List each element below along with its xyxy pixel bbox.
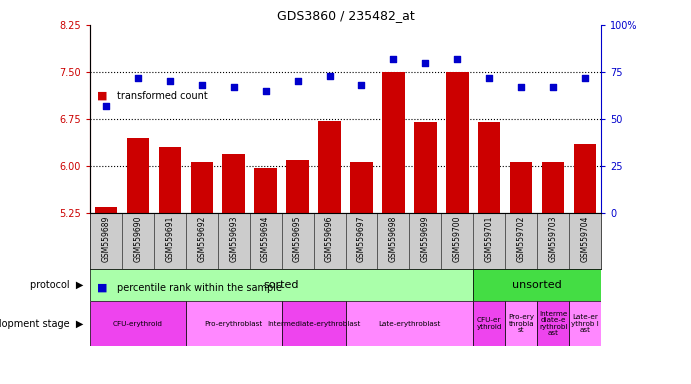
Text: GSM559690: GSM559690: [133, 216, 142, 262]
Text: Pro-ery
throbla
st: Pro-ery throbla st: [509, 314, 534, 333]
Bar: [478, 122, 500, 213]
Text: sorted: sorted: [264, 280, 299, 290]
Text: GSM559693: GSM559693: [229, 216, 238, 262]
Bar: [510, 162, 533, 213]
Point: [484, 74, 495, 81]
Point: [515, 84, 527, 90]
Bar: [319, 121, 341, 213]
Bar: [95, 207, 117, 213]
Bar: [473, 269, 601, 301]
Text: Late-erythroblast: Late-erythroblast: [378, 321, 441, 326]
Text: GSM559703: GSM559703: [549, 216, 558, 262]
Point: [420, 60, 431, 66]
Text: GSM559698: GSM559698: [389, 216, 398, 262]
Point: [356, 82, 367, 88]
Text: Late-er
ythrob l
ast: Late-er ythrob l ast: [571, 314, 599, 333]
Text: GSM559694: GSM559694: [261, 216, 270, 262]
Bar: [90, 269, 473, 301]
Point: [580, 74, 591, 81]
Bar: [414, 122, 437, 213]
Title: GDS3860 / 235482_at: GDS3860 / 235482_at: [276, 9, 415, 22]
Text: GSM559695: GSM559695: [293, 216, 302, 262]
Text: Interme
diate-e
rythrobl
ast: Interme diate-e rythrobl ast: [539, 311, 567, 336]
Bar: [473, 301, 505, 346]
Text: CFU-erythroid: CFU-erythroid: [113, 321, 163, 326]
Text: development stage  ▶: development stage ▶: [0, 318, 83, 329]
Text: Intermediate-erythroblast: Intermediate-erythroblast: [267, 321, 360, 326]
Bar: [126, 138, 149, 213]
Point: [164, 78, 176, 84]
Point: [100, 103, 111, 109]
Text: GSM559689: GSM559689: [102, 216, 111, 262]
Text: GSM559700: GSM559700: [453, 216, 462, 262]
Bar: [286, 160, 309, 213]
Bar: [191, 162, 213, 213]
Text: GSM559692: GSM559692: [197, 216, 206, 262]
Text: protocol  ▶: protocol ▶: [30, 280, 83, 290]
Text: CFU-er
ythroid: CFU-er ythroid: [477, 317, 502, 330]
Bar: [254, 168, 277, 213]
Bar: [569, 301, 601, 346]
Text: Pro-erythroblast: Pro-erythroblast: [205, 321, 263, 326]
Text: GSM559691: GSM559691: [165, 216, 174, 262]
Point: [388, 56, 399, 62]
Text: GSM559696: GSM559696: [325, 216, 334, 262]
Text: GSM559704: GSM559704: [580, 216, 589, 262]
Bar: [158, 147, 181, 213]
Text: percentile rank within the sample: percentile rank within the sample: [117, 283, 283, 293]
Point: [196, 82, 207, 88]
Bar: [90, 301, 186, 346]
Bar: [446, 72, 468, 213]
Text: ■: ■: [97, 91, 107, 101]
Bar: [382, 72, 405, 213]
Text: GSM559699: GSM559699: [421, 216, 430, 262]
Bar: [505, 301, 537, 346]
Text: GSM559701: GSM559701: [485, 216, 494, 262]
Point: [548, 84, 559, 90]
Point: [324, 73, 335, 79]
Bar: [574, 144, 596, 213]
Bar: [542, 162, 565, 213]
Text: GSM559702: GSM559702: [517, 216, 526, 262]
Point: [228, 84, 239, 90]
Text: GSM559697: GSM559697: [357, 216, 366, 262]
Text: transformed count: transformed count: [117, 91, 208, 101]
Point: [132, 74, 143, 81]
Bar: [350, 162, 372, 213]
Bar: [281, 301, 346, 346]
Text: ■: ■: [97, 283, 107, 293]
Bar: [537, 301, 569, 346]
Point: [292, 78, 303, 84]
Bar: [223, 154, 245, 213]
Bar: [186, 301, 281, 346]
Text: unsorted: unsorted: [513, 280, 562, 290]
Point: [452, 56, 463, 62]
Bar: [346, 301, 473, 346]
Point: [260, 88, 271, 94]
